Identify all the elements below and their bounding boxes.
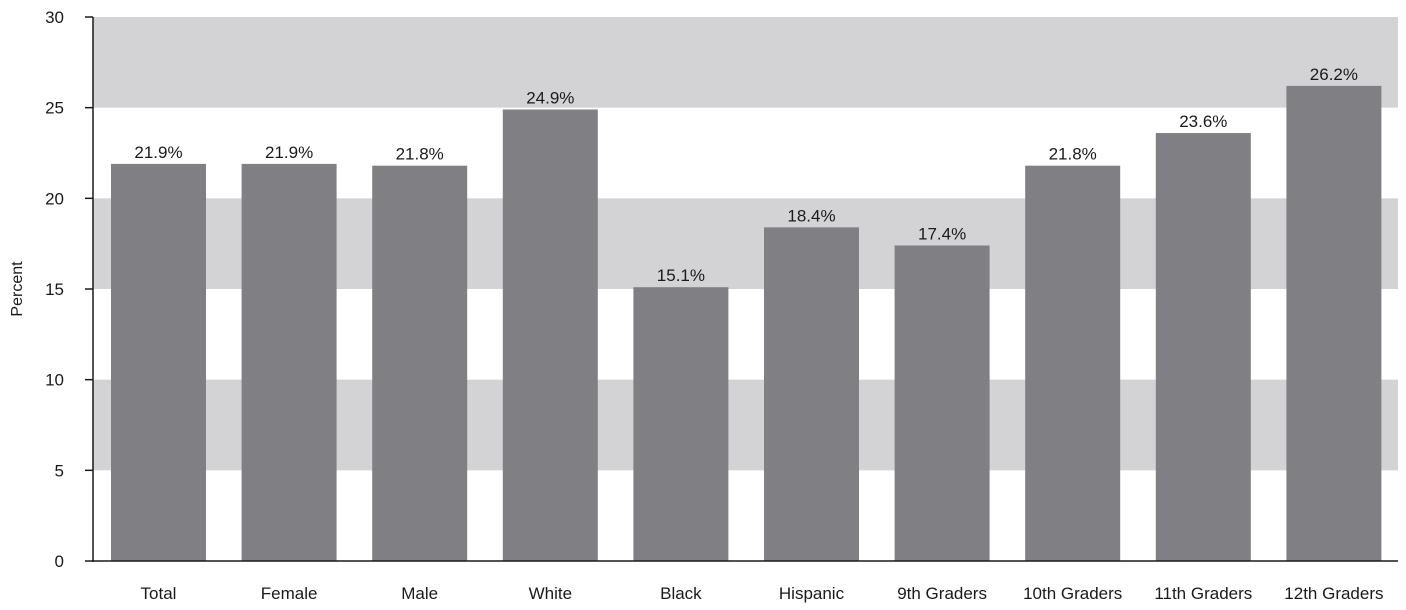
- y-tick-label: 10: [45, 371, 64, 390]
- data-label: 21.8%: [396, 145, 444, 164]
- data-labels-group: 21.9% 21.9% 21.8% 24.9% 15.1% 18.4% 17.4% 21.8%…: [134, 65, 1358, 285]
- bar: [502, 109, 598, 561]
- y-tick-label: 30: [45, 8, 64, 27]
- category-labels-group: Total Female Male White Black Hispanic 9th Gra…: [141, 584, 1384, 603]
- category-label: Hispanic: [779, 584, 845, 603]
- bars-group: [111, 85, 1382, 562]
- data-label: 18.4%: [787, 206, 835, 225]
- category-label: Male: [401, 584, 438, 603]
- bar: [894, 245, 990, 562]
- y-tick-label: 25: [45, 99, 64, 118]
- category-label: 11th Graders: [1154, 584, 1252, 603]
- y-tick-label: 15: [45, 280, 64, 299]
- data-label: 17.4%: [918, 224, 966, 243]
- bar: [1286, 85, 1382, 561]
- y-axis: 0 5 10 15 20 25 30: [45, 8, 1398, 571]
- category-label: Total: [141, 584, 177, 603]
- y-tick-label: 20: [45, 189, 64, 208]
- data-label: 21.8%: [1049, 145, 1097, 164]
- y-tick-label: 0: [55, 552, 64, 571]
- category-label: 9th Graders: [897, 584, 987, 603]
- bar: [111, 163, 206, 561]
- bar: [1025, 165, 1121, 561]
- category-label: White: [529, 584, 572, 603]
- category-label: 12th Graders: [1284, 584, 1383, 603]
- y-axis-title: Percent: [9, 261, 26, 317]
- data-label: 23.6%: [1179, 112, 1227, 131]
- bar: [1155, 133, 1251, 561]
- bar: [633, 287, 729, 561]
- bar: [241, 163, 337, 561]
- grid-band: [93, 17, 1398, 108]
- bar: [372, 165, 468, 561]
- data-label: 24.9%: [526, 88, 574, 107]
- bar: [764, 227, 859, 561]
- category-label: Female: [261, 584, 318, 603]
- data-label: 21.9%: [265, 143, 313, 162]
- data-label: 15.1%: [657, 266, 705, 285]
- data-label: 26.2%: [1310, 65, 1358, 84]
- data-label: 21.9%: [134, 143, 182, 162]
- y-tick-label: 5: [55, 461, 64, 480]
- category-label: 10th Graders: [1023, 584, 1122, 603]
- category-label: Black: [660, 584, 702, 603]
